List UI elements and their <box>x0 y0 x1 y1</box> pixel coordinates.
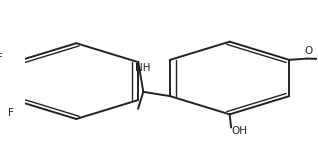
Text: OH: OH <box>231 126 247 136</box>
Text: F: F <box>8 108 14 118</box>
Text: O: O <box>304 46 312 56</box>
Text: NH: NH <box>135 63 150 73</box>
Text: F: F <box>0 53 3 63</box>
